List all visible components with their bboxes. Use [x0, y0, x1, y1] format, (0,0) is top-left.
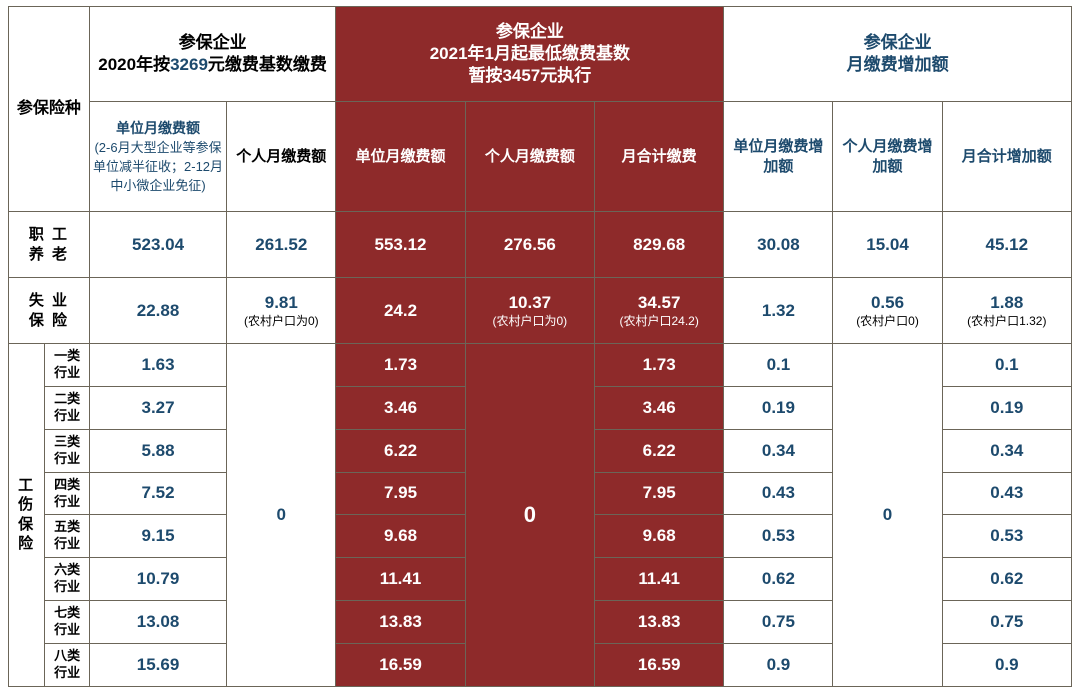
- subheader-g3c2: 个人月缴费增加额: [833, 102, 942, 212]
- insurance-table: 参保险种 参保企业 2020年按3269元缴费基数缴费 参保企业 2021年1月…: [8, 6, 1072, 687]
- cell-zero: 0: [227, 344, 336, 686]
- injury-cat: 八类 行业: [45, 643, 89, 686]
- cell: 9.15: [89, 515, 226, 558]
- cell-zero: 0: [465, 344, 594, 686]
- cell: 22.88: [89, 278, 226, 344]
- cell: 13.83: [595, 600, 724, 643]
- subheader-g3c3: 月合计增加额: [942, 102, 1071, 212]
- header-row-label: 参保险种: [9, 7, 90, 212]
- subheader-g2c2: 个人月缴费额: [465, 102, 594, 212]
- cell: 829.68: [595, 212, 724, 278]
- header-group-2021: 参保企业 2021年1月起最低缴费基数 暂按3457元执行: [336, 7, 724, 102]
- cell: 553.12: [336, 212, 465, 278]
- cell: 1.32: [724, 278, 833, 344]
- cell: 0.62: [942, 558, 1071, 601]
- cell: 0.19: [942, 387, 1071, 430]
- cell: 0.9: [724, 643, 833, 686]
- cell: 0.53: [724, 515, 833, 558]
- cell: 6.22: [595, 429, 724, 472]
- injury-cat: 二类 行业: [45, 387, 89, 430]
- cell: 3.46: [336, 387, 465, 430]
- label-injury: 工 伤 保 险: [9, 344, 45, 686]
- cell: 1.73: [336, 344, 465, 387]
- cell: 6.22: [336, 429, 465, 472]
- cell: 11.41: [595, 558, 724, 601]
- header-group-increase: 参保企业 月缴费增加额: [724, 7, 1072, 102]
- cell: 10.37(农村户口为0): [465, 278, 594, 344]
- injury-cat: 六类 行业: [45, 558, 89, 601]
- cell: 7.95: [336, 472, 465, 515]
- cell: 0.34: [724, 429, 833, 472]
- cell: 0.1: [942, 344, 1071, 387]
- cell: 0.62: [724, 558, 833, 601]
- cell: 16.59: [595, 643, 724, 686]
- cell: 1.88(农村户口1.32): [942, 278, 1071, 344]
- cell: 0.9: [942, 643, 1071, 686]
- header-group-2020: 参保企业 2020年按3269元缴费基数缴费: [89, 7, 336, 102]
- cell: 0.43: [724, 472, 833, 515]
- subheader-g1c2: 个人月缴费额: [227, 102, 336, 212]
- cell: 0.19: [724, 387, 833, 430]
- cell: 261.52: [227, 212, 336, 278]
- cell: 0.34: [942, 429, 1071, 472]
- cell: 1.73: [595, 344, 724, 387]
- cell: 0.56(农村户口0): [833, 278, 942, 344]
- injury-cat: 一类 行业: [45, 344, 89, 387]
- cell: 45.12: [942, 212, 1071, 278]
- cell: 0.43: [942, 472, 1071, 515]
- cell: 5.88: [89, 429, 226, 472]
- cell: 0.75: [942, 600, 1071, 643]
- cell-zero: 0: [833, 344, 942, 686]
- cell: 10.79: [89, 558, 226, 601]
- cell: 0.1: [724, 344, 833, 387]
- cell: 523.04: [89, 212, 226, 278]
- cell: 3.27: [89, 387, 226, 430]
- injury-cat: 四类 行业: [45, 472, 89, 515]
- subheader-g1c1: 单位月缴费额 (2-6月大型企业等参保单位减半征收；2-12月中小微企业免征): [89, 102, 226, 212]
- subheader-g2c3: 月合计缴费: [595, 102, 724, 212]
- cell: 15.69: [89, 643, 226, 686]
- cell: 15.04: [833, 212, 942, 278]
- cell: 13.83: [336, 600, 465, 643]
- cell: 0.53: [942, 515, 1071, 558]
- cell: 7.95: [595, 472, 724, 515]
- row-injury-1: 工 伤 保 险 一类 行业 1.63 0 1.73 0 1.73 0.1 0 0…: [9, 344, 1072, 387]
- cell: 16.59: [336, 643, 465, 686]
- cell: 11.41: [336, 558, 465, 601]
- cell: 9.68: [336, 515, 465, 558]
- cell: 276.56: [465, 212, 594, 278]
- subheader-g2c1: 单位月缴费额: [336, 102, 465, 212]
- cell: 9.81(农村户口为0): [227, 278, 336, 344]
- cell: 1.63: [89, 344, 226, 387]
- label-unemployment: 失 业 保 险: [9, 278, 90, 344]
- injury-cat: 三类 行业: [45, 429, 89, 472]
- cell: 34.57(农村户口24.2): [595, 278, 724, 344]
- label-pension: 职 工 养 老: [9, 212, 90, 278]
- injury-cat: 七类 行业: [45, 600, 89, 643]
- row-unemployment: 失 业 保 险 22.88 9.81(农村户口为0) 24.2 10.37(农村…: [9, 278, 1072, 344]
- cell: 30.08: [724, 212, 833, 278]
- cell: 0.75: [724, 600, 833, 643]
- cell: 13.08: [89, 600, 226, 643]
- injury-cat: 五类 行业: [45, 515, 89, 558]
- subheader-g3c1: 单位月缴费增加额: [724, 102, 833, 212]
- row-pension: 职 工 养 老 523.04 261.52 553.12 276.56 829.…: [9, 212, 1072, 278]
- cell: 7.52: [89, 472, 226, 515]
- cell: 24.2: [336, 278, 465, 344]
- cell: 3.46: [595, 387, 724, 430]
- cell: 9.68: [595, 515, 724, 558]
